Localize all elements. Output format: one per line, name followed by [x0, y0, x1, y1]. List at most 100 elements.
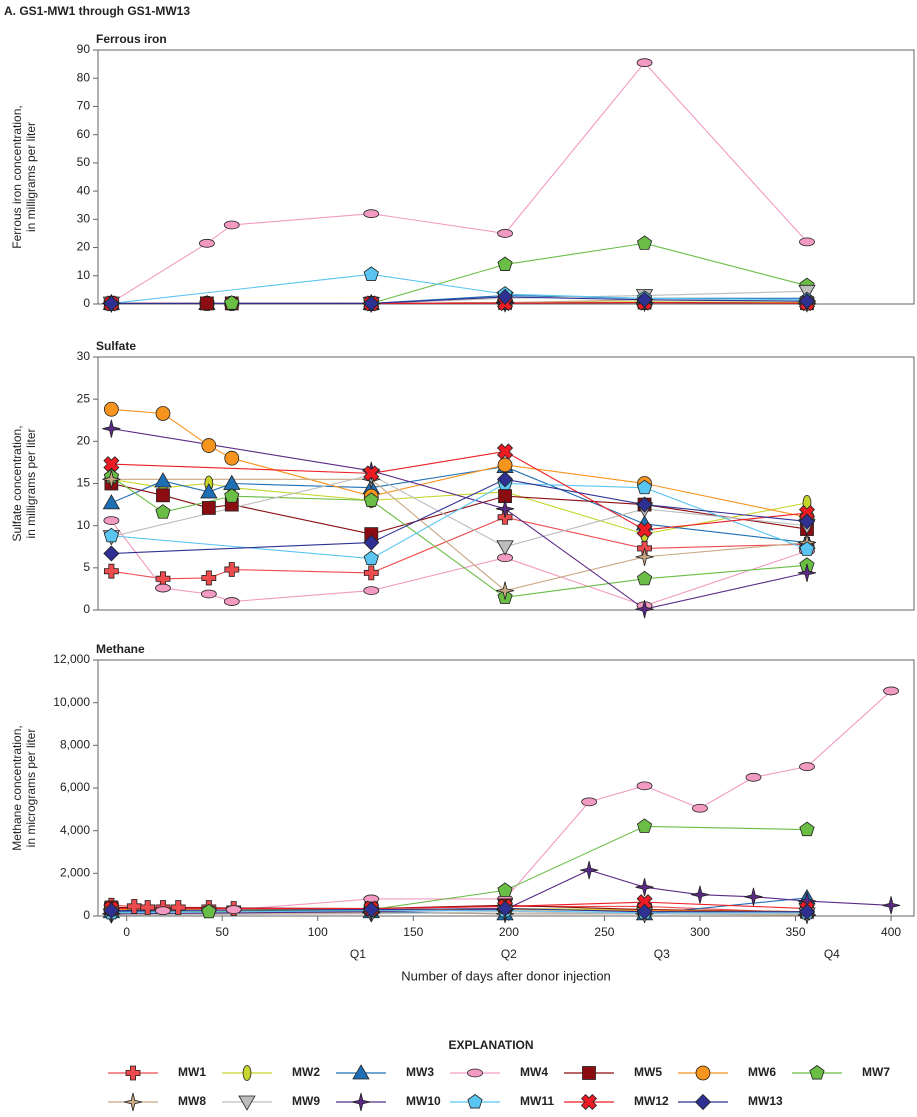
legend-marker: [123, 1092, 143, 1112]
legend-marker: [467, 1094, 483, 1109]
marker: [635, 547, 654, 566]
marker: [799, 237, 815, 247]
legend-label: MW5: [634, 1065, 662, 1079]
marker: [363, 266, 379, 281]
legend-marker: [242, 1065, 252, 1081]
marker: [636, 291, 653, 308]
marker: [363, 586, 380, 596]
marker: [495, 499, 515, 518]
y-tick-label: 4,000: [60, 823, 90, 837]
y-tick-label: 20: [77, 434, 91, 448]
marker: [692, 803, 708, 813]
marker: [636, 818, 653, 833]
marker: [363, 209, 380, 219]
y-axis-label: Methane concentration,: [10, 725, 24, 850]
y-tick-label: 30: [77, 349, 91, 363]
series-line: [111, 61, 808, 304]
x-axis-label: Number of days after donor injection: [401, 968, 611, 983]
series-line: [111, 516, 807, 580]
marker: [225, 905, 242, 914]
series-line: [111, 482, 808, 535]
x-tick-label: 250: [594, 925, 614, 939]
marker: [635, 600, 654, 619]
y-axis-label: in milligrams per liter: [24, 428, 38, 538]
legend-label: MW6: [748, 1065, 776, 1079]
marker: [798, 513, 816, 530]
x-tick-label: 300: [690, 925, 710, 939]
y-tick-label: 80: [77, 70, 91, 84]
x-tick-label: 200: [499, 925, 519, 939]
marker: [200, 589, 217, 599]
marker: [497, 457, 513, 473]
legend-marker: [467, 1068, 483, 1078]
legend-marker: [695, 1065, 711, 1081]
panel-title: Methane: [96, 642, 145, 656]
quarter-label: Q4: [824, 947, 840, 961]
marker: [636, 521, 653, 538]
marker: [154, 472, 172, 488]
marker: [580, 861, 599, 880]
marker: [363, 550, 379, 566]
marker: [200, 483, 218, 499]
marker: [224, 488, 240, 503]
y-axis-label: Sulfate concentration,: [10, 425, 24, 541]
y-axis-label: Ferrous iron concentration,: [10, 105, 24, 248]
y-tick-label: 30: [77, 212, 91, 226]
legend-label: MW13: [748, 1094, 783, 1108]
series-line: [111, 690, 892, 912]
marker: [636, 479, 653, 495]
legend-marker: [694, 1093, 712, 1111]
marker: [201, 501, 216, 515]
panel-title: Ferrous iron: [96, 32, 167, 46]
marker: [636, 235, 653, 250]
marker: [103, 527, 119, 543]
marker: [155, 583, 171, 593]
marker: [497, 882, 513, 897]
marker: [102, 419, 121, 438]
legend-label: MW11: [520, 1094, 554, 1108]
marker: [201, 903, 217, 919]
marker: [581, 797, 598, 807]
y-tick-label: 12,000: [53, 652, 90, 666]
marker: [224, 450, 240, 466]
x-tick-label: 100: [308, 925, 328, 939]
marker: [497, 443, 514, 460]
marker: [744, 887, 763, 906]
marker: [799, 821, 815, 837]
marker: [103, 545, 120, 562]
legend-label: MW1: [178, 1065, 206, 1079]
marker: [155, 906, 171, 916]
legend-marker: [351, 1092, 371, 1112]
series-line: [111, 478, 808, 555]
legend-marker: [582, 1066, 596, 1080]
series-line: [111, 450, 808, 531]
quarter-label: Q1: [350, 947, 366, 961]
marker: [155, 406, 171, 421]
marker: [636, 496, 653, 513]
y-tick-label: 8,000: [60, 738, 90, 752]
marker: [799, 762, 815, 772]
y-tick-label: 15: [77, 476, 91, 490]
marker: [636, 903, 653, 920]
marker: [363, 534, 380, 551]
marker: [103, 902, 120, 919]
y-tick-label: 10,000: [53, 695, 90, 709]
y-tick-label: 0: [83, 296, 90, 310]
legend-marker: [125, 1065, 141, 1081]
y-tick-label: 5: [83, 560, 90, 574]
y-tick-label: 2,000: [60, 866, 90, 880]
marker: [363, 901, 380, 918]
y-tick-label: 10: [77, 268, 91, 282]
x-tick-label: 50: [216, 925, 230, 939]
y-tick-label: 60: [77, 127, 91, 141]
marker: [103, 401, 119, 417]
figure-title: A. GS1-MW1 through GS1-MW13: [4, 4, 190, 18]
marker: [224, 562, 240, 577]
series-line: [111, 428, 808, 610]
marker: [223, 474, 241, 490]
marker: [881, 896, 901, 915]
series-line: [111, 466, 808, 544]
legend-label: MW10: [406, 1094, 441, 1108]
marker: [140, 900, 156, 915]
marker: [497, 229, 513, 238]
